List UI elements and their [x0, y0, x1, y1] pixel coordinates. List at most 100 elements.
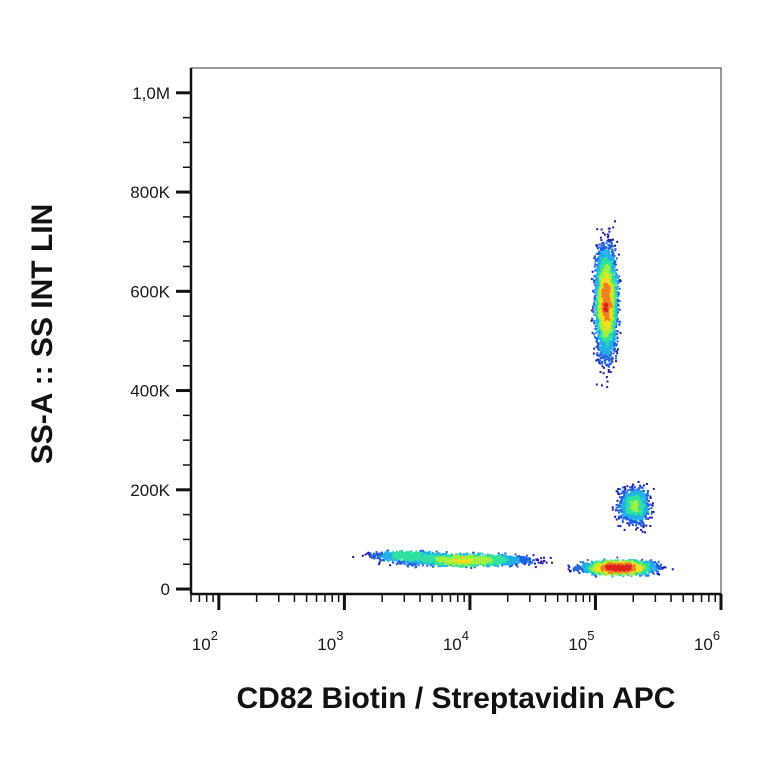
event-dot — [602, 356, 605, 359]
event-dot — [613, 320, 616, 323]
event-dot — [601, 360, 604, 363]
event-dot — [604, 340, 607, 342]
event-dot — [593, 320, 596, 323]
event-dot — [603, 354, 606, 357]
event-dot — [612, 366, 615, 369]
event-dot — [595, 322, 598, 325]
event-dot — [616, 240, 619, 243]
event-dot — [614, 318, 617, 321]
event-dot — [616, 282, 619, 285]
event-dot — [607, 268, 610, 271]
event-dot — [603, 350, 606, 353]
event-dot — [598, 299, 600, 302]
event-dot — [611, 324, 614, 327]
event-dot — [602, 351, 604, 354]
event-dot — [592, 307, 595, 310]
event-dot — [612, 299, 615, 301]
event-dot — [604, 356, 607, 359]
event-dot — [614, 342, 617, 345]
event-dot — [603, 288, 606, 291]
event-dot — [603, 311, 606, 314]
dots-layer — [352, 220, 674, 578]
event-dot — [596, 273, 599, 275]
event-dot — [611, 248, 614, 251]
event-dot — [595, 288, 598, 291]
event-dot — [602, 248, 605, 251]
event-dot — [612, 226, 615, 229]
event-dot — [616, 352, 619, 355]
event-dot — [601, 337, 604, 340]
event-dot — [606, 328, 609, 331]
event-dot — [590, 319, 593, 322]
event-dot — [603, 345, 606, 348]
event-dot — [595, 277, 598, 280]
event-dot — [616, 295, 619, 298]
event-dot — [616, 317, 619, 320]
event-dot — [617, 253, 620, 256]
event-dot — [611, 238, 614, 241]
event-dot — [609, 241, 612, 244]
event-dot — [594, 294, 597, 297]
event-dot — [603, 359, 606, 362]
event-dot — [597, 306, 600, 309]
event-dot — [603, 271, 606, 274]
event-dot — [601, 336, 604, 339]
event-dot — [597, 289, 600, 291]
event-dot — [614, 248, 617, 251]
event-dot — [598, 317, 601, 320]
event-dot — [600, 318, 602, 321]
event-dot — [610, 351, 613, 353]
event-dot — [599, 275, 601, 278]
event-dot — [598, 263, 601, 266]
event-dot — [599, 349, 602, 352]
event-dot — [608, 272, 611, 275]
event-dot — [606, 233, 609, 236]
event-dot — [613, 347, 616, 350]
event-dot — [601, 294, 604, 296]
event-dot — [607, 369, 610, 371]
event-dot — [601, 261, 604, 263]
event-dot — [591, 305, 594, 308]
event-dot — [604, 343, 607, 346]
event-dot — [598, 246, 601, 249]
event-dot — [615, 273, 618, 276]
event-dot — [614, 330, 617, 333]
event-dot — [613, 304, 616, 307]
event-dot — [596, 228, 599, 231]
event-dot — [608, 345, 611, 348]
event-dot — [613, 313, 616, 316]
event-dot — [613, 327, 616, 330]
event-dot — [597, 336, 600, 339]
event-dot — [598, 250, 601, 253]
event-dot — [614, 249, 617, 252]
event-dot — [616, 288, 619, 291]
event-dot — [607, 247, 610, 250]
event-dot — [595, 339, 598, 341]
event-dot — [605, 354, 608, 357]
event-dot — [596, 268, 599, 271]
event-dot — [607, 339, 610, 342]
event-dot — [596, 259, 599, 262]
event-dot — [611, 280, 614, 283]
event-dot — [607, 244, 610, 247]
event-dot — [593, 279, 595, 282]
event-dot — [599, 336, 602, 338]
event-dot — [613, 325, 616, 328]
event-dot — [614, 274, 617, 277]
event-dot — [616, 340, 619, 343]
event-dot — [597, 262, 600, 265]
event-dot — [597, 333, 600, 336]
event-dot — [614, 272, 617, 275]
event-dot — [605, 256, 608, 259]
event-dot — [595, 345, 598, 348]
event-dot — [606, 240, 609, 242]
event-dot — [605, 261, 608, 264]
event-dot — [598, 360, 601, 362]
event-dot — [608, 263, 611, 266]
event-dot — [606, 343, 609, 346]
event-dot — [605, 333, 608, 336]
event-dot — [611, 250, 613, 253]
event-dot — [612, 284, 615, 287]
event-dot — [613, 263, 616, 266]
event-dot — [598, 277, 600, 280]
